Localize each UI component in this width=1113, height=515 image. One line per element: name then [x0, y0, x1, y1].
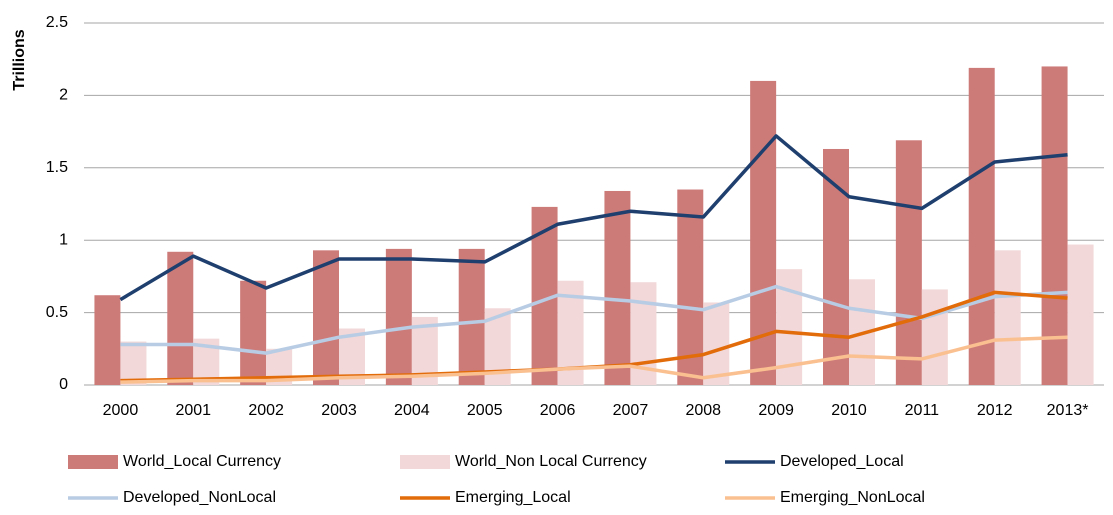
legend-label: Emerging_NonLocal	[780, 489, 925, 506]
x-tick-label: 2002	[248, 402, 284, 419]
bar	[240, 280, 267, 385]
bar	[1067, 244, 1094, 385]
legend-label: Emerging_Local	[455, 489, 571, 506]
y-tick-label: 1.5	[46, 159, 68, 176]
bar	[1041, 66, 1068, 385]
y-tick-label: 0	[59, 376, 68, 393]
legend-swatch	[400, 455, 450, 469]
x-tick-label: 2000	[103, 402, 139, 419]
bar	[604, 190, 631, 385]
legend-label: Developed_NonLocal	[123, 489, 276, 506]
y-tick-label: 2.5	[46, 14, 68, 31]
legend-label: Developed_Local	[780, 453, 904, 470]
line	[120, 335, 1068, 384]
x-tick-label: 2003	[321, 402, 357, 419]
bar	[703, 302, 730, 385]
line	[120, 284, 1068, 355]
legend-label: World_Local Currency	[123, 453, 281, 470]
bar	[120, 341, 147, 385]
x-tick-label: 2007	[613, 402, 649, 419]
bar	[823, 148, 849, 385]
bar	[313, 250, 339, 385]
x-tick-label: 2011	[905, 402, 940, 419]
bar	[94, 295, 121, 385]
x-tick-label: 2006	[540, 402, 576, 419]
x-tick-label: 2004	[394, 402, 430, 419]
bar	[385, 248, 412, 385]
x-tick-label: 2009	[758, 402, 794, 419]
bar	[677, 189, 704, 385]
bar	[994, 250, 1021, 385]
x-tick-label: 2001	[175, 402, 211, 419]
x-tick-label: 2005	[467, 402, 503, 419]
legend-label: World_Non Local Currency	[455, 453, 647, 470]
y-axis-label: Trillions	[11, 29, 28, 90]
bar	[458, 248, 485, 385]
x-tick-label: 2012	[977, 402, 1013, 419]
bar	[167, 251, 194, 385]
x-tick-label: 2010	[831, 402, 867, 419]
y-tick-label: 0.5	[46, 304, 68, 321]
x-tick-label: 2008	[685, 402, 721, 419]
y-tick-label: 2	[59, 87, 68, 104]
bar	[895, 140, 922, 385]
y-tick-label: 1	[59, 231, 68, 248]
legend-swatch	[68, 455, 118, 469]
bar	[921, 289, 948, 385]
line	[119, 134, 1068, 302]
x-tick-label: 2013*	[1047, 402, 1089, 419]
bar	[968, 67, 995, 385]
